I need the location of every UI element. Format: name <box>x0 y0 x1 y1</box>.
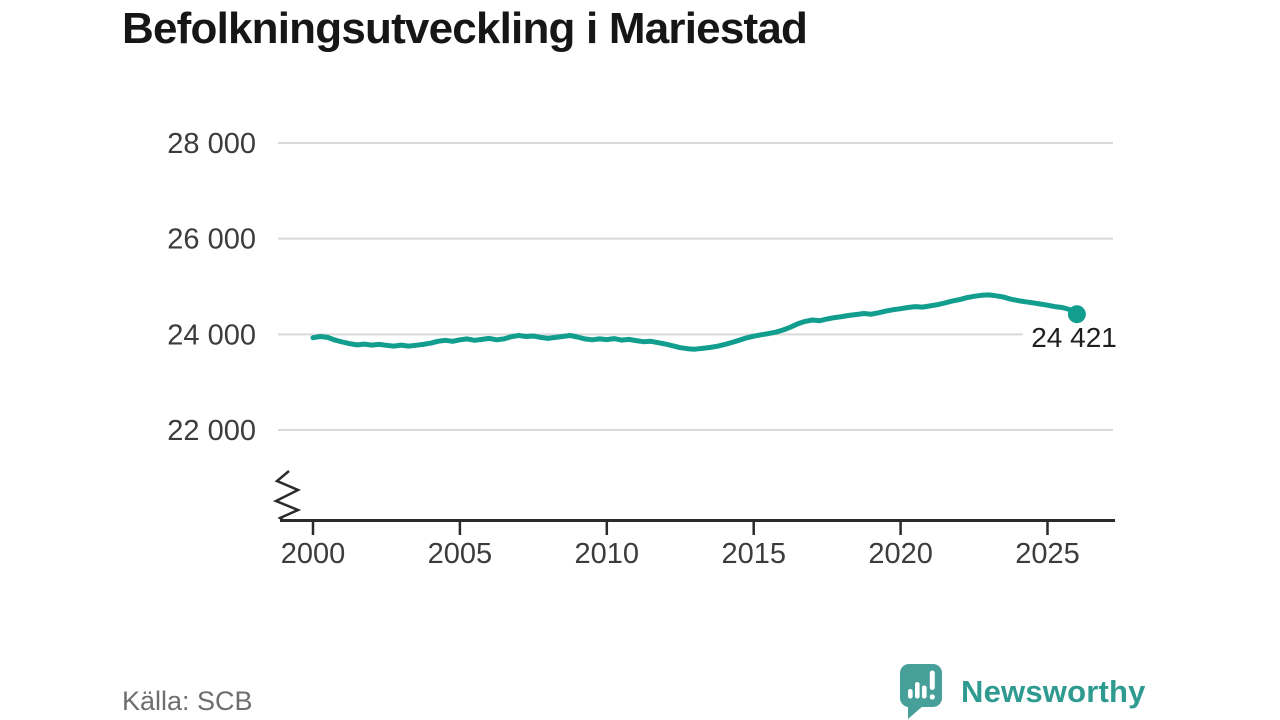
end-value-label: 24 421 <box>1031 322 1117 353</box>
end-point <box>1067 305 1086 324</box>
source-note: Källa: SCB <box>122 686 253 716</box>
axis-break-icon <box>272 470 302 522</box>
y-tick-label: 28 000 <box>167 128 256 160</box>
y-tick-label: 22 000 <box>167 415 256 447</box>
newsworthy-brand: Newsworthy <box>897 662 1146 720</box>
x-tick-label: 2025 <box>1015 538 1080 570</box>
newsworthy-wordmark: Newsworthy <box>961 674 1146 709</box>
x-tick-label: 2005 <box>428 538 493 570</box>
newsworthy-logo-icon <box>900 664 942 719</box>
y-tick-label: 26 000 <box>167 224 256 256</box>
chart-title: Befolkningsutveckling i Mariestad <box>122 4 808 53</box>
x-tick-label: 2020 <box>868 538 933 570</box>
end-label-backing <box>1022 322 1127 353</box>
x-tick-label: 2010 <box>575 538 640 570</box>
x-tick-label: 2000 <box>281 538 346 570</box>
x-tick-label: 2015 <box>721 538 786 570</box>
series-line <box>310 292 1080 352</box>
y-tick-label: 24 000 <box>167 319 256 351</box>
